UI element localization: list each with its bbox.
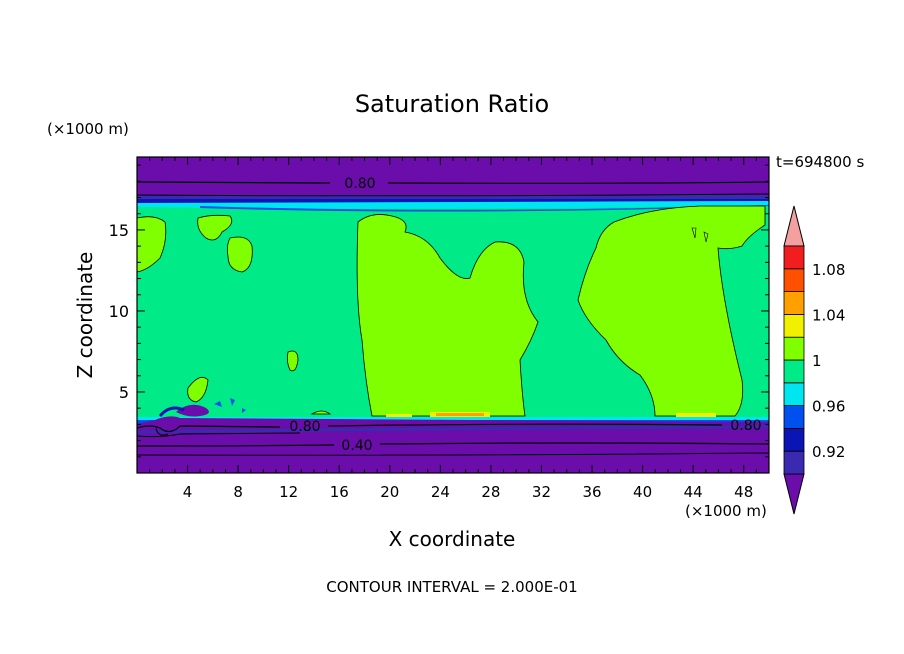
x-unit-label: (×1000 m) [685, 502, 767, 520]
colorbar-segment [783, 427, 805, 452]
y-unit-label: (×1000 m) [47, 120, 129, 138]
colorbar-segment [783, 268, 805, 292]
contour-label-lower-left: 0.80 [289, 419, 320, 435]
colorbar-segment [783, 336, 805, 361]
x-tick-label: 16 [330, 483, 349, 501]
time-label: t=694800 s [776, 153, 864, 171]
y-tick-label: 5 [119, 383, 129, 402]
contour-label-lower-right: 0.80 [730, 418, 761, 434]
colorbar-tick-label: 0.96 [812, 398, 845, 416]
colorbar-segment [783, 405, 805, 429]
y-tick-label: 10 [109, 302, 129, 321]
x-tick-label: 20 [380, 483, 399, 501]
x-tick-label: 36 [582, 483, 601, 501]
colorbar-bottom-arrow [783, 473, 805, 515]
colorbar-tick-label: 1 [812, 352, 822, 370]
x-tick-label: 40 [633, 483, 652, 501]
x-tick-label: 24 [431, 483, 450, 501]
contour-interval-footer: CONTOUR INTERVAL = 2.000E-01 [326, 578, 577, 596]
colorbar-segment [783, 450, 805, 475]
x-axis-label: X coordinate [389, 527, 516, 551]
x-tick-label: 44 [684, 483, 703, 501]
y-axis-label: Z coordinate [73, 252, 97, 379]
x-tick-label: 48 [734, 483, 753, 501]
colorbar-tick-label: 0.92 [812, 443, 845, 461]
x-tick-label: 32 [532, 483, 551, 501]
colorbar-segment [783, 291, 805, 315]
contour-label-bottom: 0.40 [341, 438, 372, 454]
x-tick-label: 8 [233, 483, 243, 501]
colorbar-segment [783, 313, 805, 338]
y-axis-ticks: 5 10 15 [109, 164, 769, 458]
colorbar-tick-label: 1.08 [812, 261, 845, 279]
contour-field [137, 157, 769, 473]
x-tick-label: 12 [279, 483, 298, 501]
chart-title: Saturation Ratio [355, 90, 549, 118]
colorbar-segment [783, 245, 805, 270]
x-axis-ticks: 4 8 12 16 20 24 28 32 36 40 44 48 [149, 157, 757, 501]
colorbar-top-arrow [783, 205, 805, 247]
colorbar-tick-label: 1.04 [812, 306, 845, 324]
colorbar: 1.08 1.04 1 0.96 0.92 [783, 205, 845, 515]
contour-label-top: 0.80 [344, 176, 375, 192]
y-tick-label: 15 [109, 221, 129, 240]
colorbar-segment [783, 359, 805, 384]
colorbar-segment [783, 382, 805, 406]
x-tick-label: 4 [183, 483, 193, 501]
x-tick-label: 28 [481, 483, 500, 501]
